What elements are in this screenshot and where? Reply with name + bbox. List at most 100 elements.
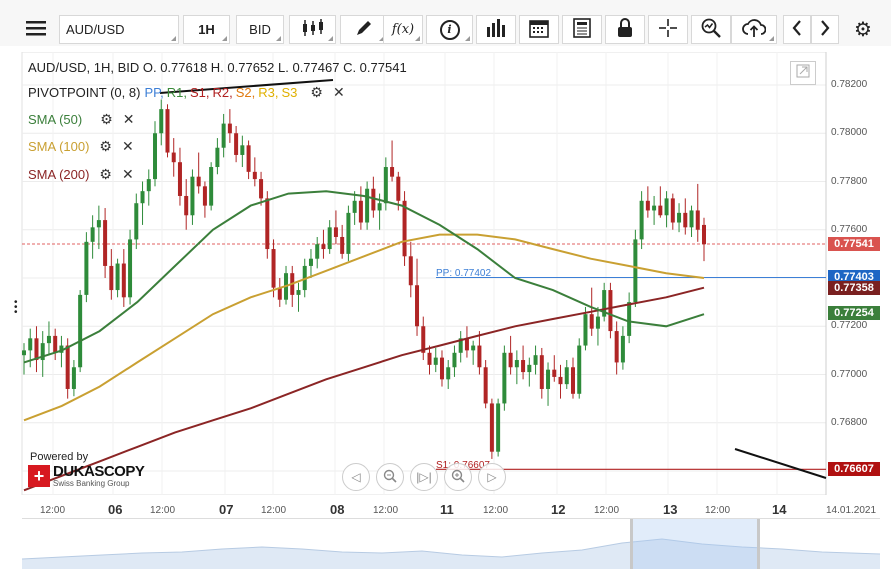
candle-body: [464, 338, 469, 351]
sma50-close-icon[interactable]: ✕: [122, 111, 135, 127]
navigator-overview[interactable]: [22, 518, 880, 569]
fullscreen-button[interactable]: [790, 61, 816, 85]
volume-button[interactable]: [476, 15, 516, 44]
candle-body: [209, 167, 214, 206]
candle-body: [489, 403, 494, 452]
candle-body: [595, 316, 600, 329]
zoom-button[interactable]: [691, 15, 731, 44]
candle-body: [496, 403, 501, 452]
candle-body: [415, 285, 420, 327]
candle-body: [383, 167, 388, 204]
candle-body: [670, 198, 675, 223]
menu-button[interactable]: [14, 15, 58, 44]
candle-body: [608, 290, 613, 332]
candle-body: [252, 171, 257, 180]
sma200-settings-icon[interactable]: ⚙: [99, 166, 112, 182]
date-tick-day: 11: [440, 502, 454, 517]
date-tick-hour: 12:00: [40, 505, 66, 516]
candle-body: [202, 186, 207, 206]
indicators-button[interactable]: f(x): [383, 15, 423, 44]
document-icon: [573, 18, 591, 41]
pivot-indicator-row: PIVOTPOINT (0, 8) PP, R1, S1, R2, S2, R3, S3 ⚙…: [28, 84, 345, 101]
candle-body: [46, 335, 51, 344]
settings-button[interactable]: ⚙: [845, 15, 881, 44]
reset-zoom-icon: |▷|: [416, 470, 432, 484]
candle-body: [177, 162, 182, 196]
pan-right-button[interactable]: ▷: [478, 463, 506, 491]
candle-body: [652, 205, 657, 211]
timeframe-selector[interactable]: 1H: [183, 15, 230, 44]
crosshair-button[interactable]: [648, 15, 688, 44]
zoom-out-button[interactable]: [376, 463, 404, 491]
calendar-button[interactable]: [519, 15, 559, 44]
date-tick-day: 08: [330, 502, 345, 517]
candle-body: [84, 241, 89, 295]
candle-body: [159, 109, 164, 134]
reset-zoom-button[interactable]: |▷|: [410, 463, 438, 491]
candle-body: [128, 239, 133, 298]
pivot-settings-icon[interactable]: ⚙: [310, 84, 323, 100]
date-tick-day: 13: [663, 502, 678, 517]
candle-body: [321, 244, 326, 250]
candle-body: [259, 179, 264, 199]
candle-body: [527, 364, 532, 373]
candle-body: [109, 265, 114, 291]
candle-body: [271, 249, 276, 288]
candle-body: [40, 343, 45, 361]
scroll-right-button[interactable]: [811, 15, 839, 44]
sma50-settings-icon[interactable]: ⚙: [100, 111, 113, 127]
bar-chart-icon: [486, 19, 506, 40]
candle-body: [658, 205, 663, 216]
candle-body: [65, 345, 70, 389]
candle-body: [377, 203, 382, 211]
pivot-level-s1: S1,: [189, 85, 210, 100]
zoom-in-button[interactable]: [444, 463, 472, 491]
price-level-badge: 0.77254: [828, 306, 880, 321]
pan-left-button[interactable]: ◁: [342, 463, 370, 491]
candle-body: [227, 123, 232, 134]
sma100-row: SMA (100) ⚙ ✕: [28, 138, 134, 155]
price-tick-label: 0.77600: [831, 223, 868, 235]
candle-body: [508, 352, 513, 368]
date-tick-day: 12: [551, 502, 566, 517]
triangle-right-icon: ▷: [487, 470, 497, 484]
candle-body: [153, 133, 158, 180]
candle-body: [78, 294, 83, 368]
upload-button[interactable]: [731, 15, 777, 44]
symbol-selector[interactable]: AUD/USD: [59, 15, 179, 44]
price-chart[interactable]: [0, 52, 891, 495]
price-tick-label: 0.77200: [831, 320, 868, 332]
scroll-left-button[interactable]: [783, 15, 811, 44]
trend-line-bottom: [734, 448, 827, 479]
chart-type-button[interactable]: [289, 15, 336, 44]
candle-body: [695, 210, 700, 230]
pivot-close-icon[interactable]: ✕: [332, 84, 345, 100]
left-drag-handle[interactable]: • • •: [14, 297, 18, 322]
drawing-tool-button[interactable]: [340, 15, 387, 44]
lock-button[interactable]: [605, 15, 645, 44]
fx-label: f(x): [391, 22, 415, 37]
sma100-close-icon[interactable]: ✕: [121, 138, 134, 154]
info-button[interactable]: i: [426, 15, 473, 44]
candle-body: [333, 227, 338, 237]
calendar-icon: [529, 18, 549, 41]
candle-body: [452, 352, 457, 368]
candle-body: [564, 367, 569, 385]
news-button[interactable]: [562, 15, 602, 44]
sma200-close-icon[interactable]: ✕: [121, 166, 134, 182]
candle-body: [639, 200, 644, 240]
candle-body: [514, 360, 519, 368]
price-tick-label: 0.76800: [831, 416, 868, 428]
candle-body: [390, 167, 395, 177]
pivot-level-r1: R1,: [166, 85, 187, 100]
sma100-settings-icon[interactable]: ⚙: [99, 138, 112, 154]
candle-body: [327, 227, 332, 250]
candle-body: [246, 145, 251, 172]
candle-body: [446, 367, 451, 380]
candle-body: [265, 198, 270, 250]
grip-icon: • • •: [14, 297, 18, 318]
candlestick-icon: [301, 19, 325, 40]
candle-body: [358, 200, 363, 223]
lock-icon: [617, 18, 633, 41]
side-selector[interactable]: BID: [236, 15, 284, 44]
